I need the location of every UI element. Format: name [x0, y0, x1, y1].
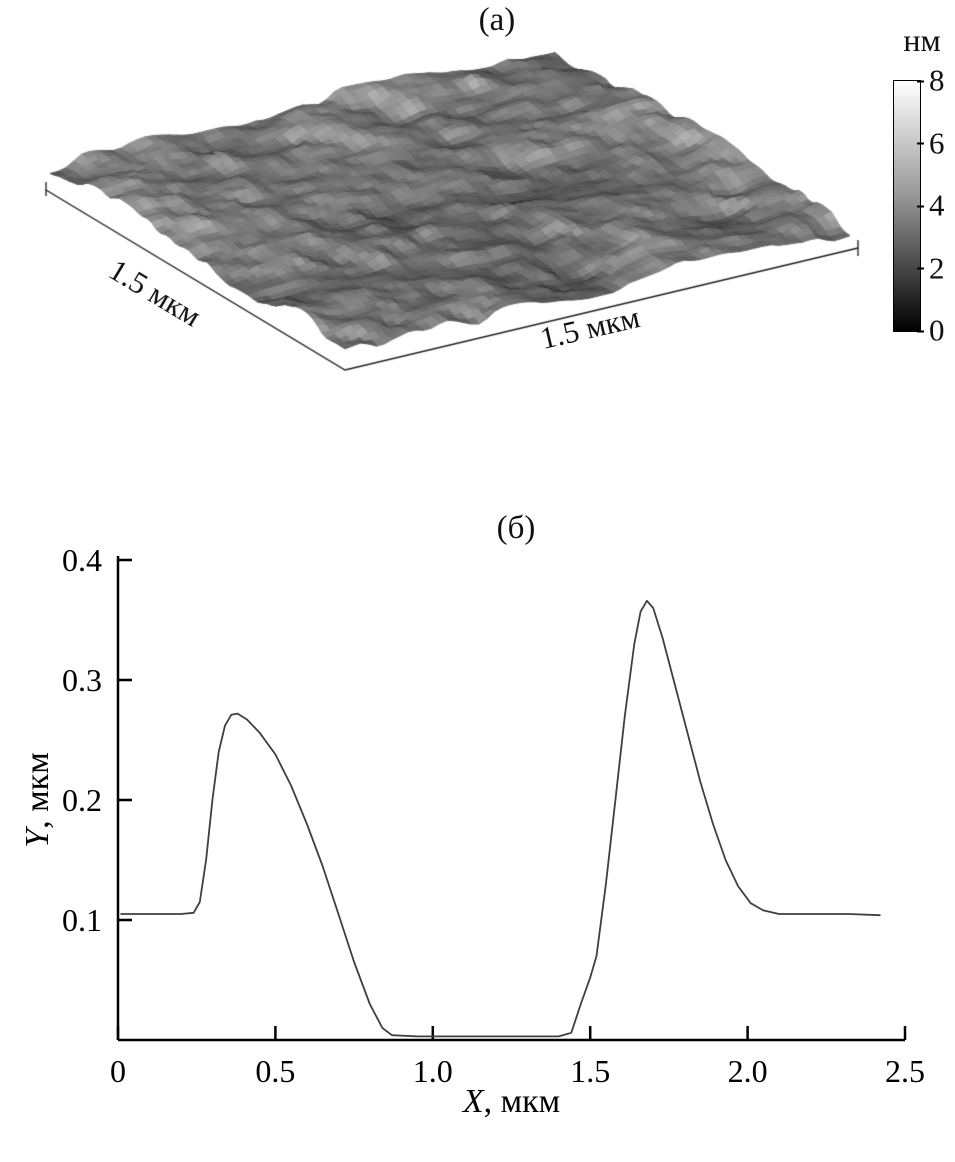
x-axis-title: X, мкм	[461, 1083, 560, 1120]
afm-surface-canvas	[20, 40, 870, 390]
x-tick-label: 0.5	[255, 1053, 295, 1089]
colorbar-tick-label: 0	[917, 312, 945, 348]
colorbar-tick-label: 6	[917, 125, 945, 160]
colorbar-tick-label: 4	[917, 187, 945, 223]
y-axis-title: Y, мкм	[19, 752, 56, 847]
profile-chart-svg: 0 0.5 1.0 1.5 2.0 2.5 0.1 0.2 0.3 0.4 X, мкм Y, мкм	[19, 542, 925, 1120]
colorbar-tick-label: 2	[917, 250, 945, 285]
colorbar-tick-label: 8	[917, 62, 945, 98]
panel-a-label: (а)	[478, 2, 516, 38]
panel-b-label: (б)	[496, 510, 536, 546]
x-tick-label: 1.0	[413, 1053, 453, 1089]
colorbar-tick-labels: 8 6 4 2 0	[917, 65, 955, 346]
colorbar-title: нм	[903, 22, 941, 58]
x-tick-label: 1.5	[570, 1053, 610, 1089]
profile-curve	[120, 599, 881, 1038]
x-tick-label: 2.0	[728, 1053, 768, 1089]
x-tick-label: 2.5	[885, 1053, 925, 1089]
x-tick-label: 0	[110, 1053, 126, 1089]
y-tick-label: 0.2	[62, 782, 102, 818]
y-tick-label: 0.4	[62, 542, 102, 578]
colorbar-gradient	[893, 80, 921, 332]
y-tick-label: 0.3	[62, 662, 102, 698]
y-tick-label: 0.1	[62, 902, 102, 938]
